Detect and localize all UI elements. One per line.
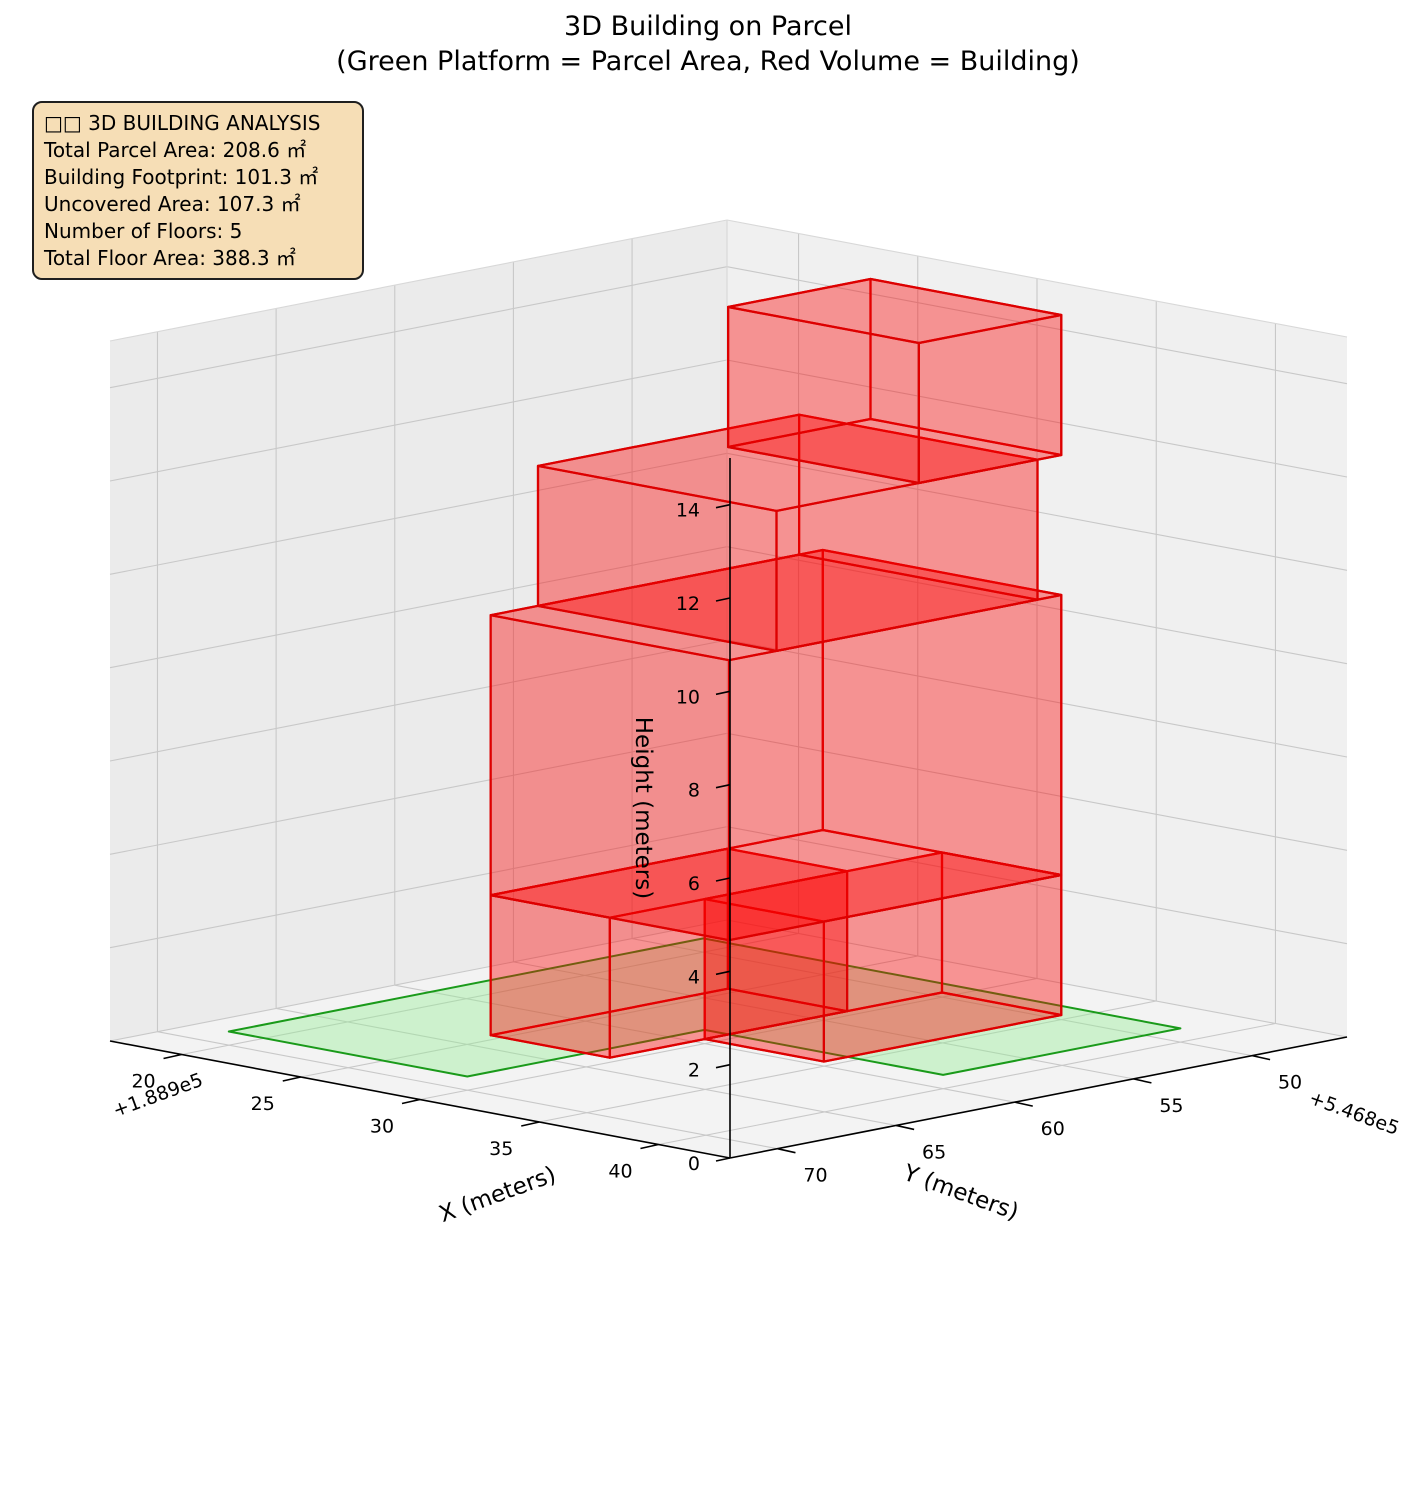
y-tick xyxy=(777,1147,796,1154)
building-volume xyxy=(489,277,1063,1063)
info-number-of-floors: Number of Floors: 5 xyxy=(44,219,243,243)
z-tick-label: 0 xyxy=(688,1153,700,1175)
y-tick-label: 70 xyxy=(803,1165,827,1187)
y-tick xyxy=(1251,1054,1271,1061)
analysis-info-box: □□ 3D BUILDING ANALYSIS Total Parcel Are… xyxy=(32,101,364,280)
z-tick xyxy=(715,597,731,602)
info-building-footprint: Building Footprint: 101.3 ㎡ xyxy=(44,165,319,189)
grid-line xyxy=(109,452,728,575)
y-tick xyxy=(1133,1078,1152,1084)
z-tick xyxy=(715,970,731,976)
grid-line xyxy=(109,826,728,949)
x-tick xyxy=(401,1098,421,1105)
y-axis-label: Y (meters) xyxy=(899,1160,1022,1226)
pane-edge xyxy=(726,219,1348,338)
z-tick-label: 4 xyxy=(688,966,700,988)
building-face xyxy=(536,413,1039,512)
z-tick xyxy=(715,877,731,882)
left-back-pane xyxy=(110,220,727,1041)
x-offset-text: +1.889e5 xyxy=(110,1069,206,1122)
grid-line xyxy=(658,1022,1276,1146)
z-tick xyxy=(715,783,731,789)
info-total-floor-area: Total Floor Area: 388.3 ㎡ xyxy=(44,246,296,270)
grid-line xyxy=(419,977,1038,1101)
info-total-parcel-area: Total Parcel Area: 208.6 ㎡ xyxy=(44,138,307,162)
z-axis-label: Height (meters) xyxy=(630,717,656,899)
grid-line xyxy=(109,732,728,855)
x-tick xyxy=(521,1121,540,1127)
chart-title-line-2: (Green Platform = Parcel Area, Red Volum… xyxy=(336,46,1080,77)
y-axis-line xyxy=(729,1036,1348,1159)
pane-edge xyxy=(109,219,728,342)
building-block xyxy=(536,413,1039,653)
z-tick-label: 14 xyxy=(676,500,700,522)
y-tick-label: 65 xyxy=(922,1141,946,1163)
y-tick-label: 60 xyxy=(1041,1118,1065,1140)
building-block xyxy=(726,277,1063,485)
grid-line xyxy=(726,546,1348,665)
y-tick xyxy=(895,1124,915,1131)
x-tick-label: 30 xyxy=(370,1116,394,1138)
z-tick xyxy=(715,690,731,696)
grid-line xyxy=(726,919,1348,1038)
x-tick xyxy=(282,1076,301,1082)
grid-line xyxy=(539,1000,1157,1123)
x-tick xyxy=(640,1143,659,1150)
y-tick-label: 50 xyxy=(1278,1072,1302,1094)
building-block xyxy=(703,851,1063,1063)
grid-line xyxy=(109,919,728,1042)
building-block xyxy=(489,847,849,1059)
x-tick xyxy=(163,1053,182,1060)
z-tick xyxy=(715,1063,731,1069)
z-tick-label: 2 xyxy=(688,1060,700,1082)
grid-line xyxy=(726,639,1348,758)
y-offset-text: +5.468e5 xyxy=(1306,1087,1402,1140)
grid-line xyxy=(726,359,1348,478)
building-face xyxy=(726,277,1063,345)
grid-line xyxy=(109,266,728,389)
building-face xyxy=(917,313,1063,485)
y-tick-label: 55 xyxy=(1159,1095,1183,1117)
z-tick-label: 8 xyxy=(688,780,700,802)
grid-line xyxy=(157,1031,778,1150)
grid-line xyxy=(109,639,728,762)
grid-line xyxy=(631,938,1253,1057)
grid-line xyxy=(109,546,728,669)
x-axis-label: X (meters) xyxy=(436,1162,560,1228)
z-tick-label: 6 xyxy=(688,873,700,895)
x-tick-label: 25 xyxy=(251,1093,275,1115)
x-tick-label: 20 xyxy=(131,1071,155,1093)
z-tick-label: 12 xyxy=(676,593,700,615)
info-uncovered-area: Uncovered Area: 107.3 ㎡ xyxy=(44,192,301,216)
x-tick-label: 40 xyxy=(608,1161,632,1183)
y-tick xyxy=(1014,1101,1033,1107)
grid-line xyxy=(726,826,1348,945)
grid-line xyxy=(394,984,1015,1103)
grid-line xyxy=(276,1007,897,1126)
building-face xyxy=(489,894,611,1059)
chart-title-line-1: 3D Building on Parcel xyxy=(564,11,852,42)
z-tick xyxy=(715,1157,731,1162)
z-tick xyxy=(715,503,731,509)
info-box-heading: □□ 3D BUILDING ANALYSIS xyxy=(44,111,321,135)
z-tick-label: 10 xyxy=(676,686,700,708)
x-tick-label: 35 xyxy=(489,1138,513,1160)
grid-line xyxy=(109,359,728,482)
grid-line xyxy=(726,732,1348,851)
